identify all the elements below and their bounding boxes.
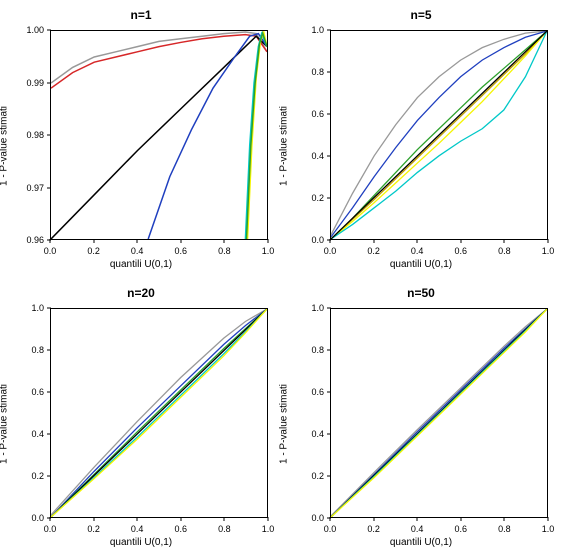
x-tick-label: 1.0 [262,524,275,534]
y-tick-label: 0.0 [290,235,324,245]
chart-lines [51,309,267,517]
series-line [51,309,267,517]
chart-lines [51,31,267,239]
x-tick-label: 0.2 [367,524,380,534]
panel-title: n=20 [8,286,274,300]
y-tick-label: 0.98 [10,130,44,140]
y-tick-label: 0.4 [290,151,324,161]
y-tick-label: 0.97 [10,183,44,193]
x-tick-label: 0.0 [324,524,337,534]
chart-lines [331,31,547,239]
x-tick-label: 0.8 [498,524,511,534]
x-tick-label: 0.2 [87,524,100,534]
x-tick-label: 0.8 [498,246,511,256]
plot-area [330,30,548,240]
y-tick-label: 0.0 [290,513,324,523]
x-tick-label: 0.6 [455,246,468,256]
panel-n50: n=50 1 - P-value stimati 0.00.20.40.60.8… [288,286,554,546]
x-tick-label: 0.0 [44,524,57,534]
y-ticks: 0.00.20.40.60.81.0 [288,30,328,240]
y-tick-label: 0.2 [10,471,44,481]
x-tick-label: 0.8 [218,246,231,256]
x-tick-label: 0.0 [44,246,57,256]
x-tick-label: 0.4 [131,524,144,534]
x-ticks: 0.00.20.40.60.81.0 [50,520,268,536]
y-tick-label: 0.2 [290,193,324,203]
y-tick-label: 0.4 [290,429,324,439]
x-tick-label: 0.6 [175,524,188,534]
plot-area [50,30,268,240]
x-tick-label: 0.2 [367,246,380,256]
y-tick-label: 1.0 [290,303,324,313]
x-tick-label: 0.4 [411,246,424,256]
chart-grid: n=1 1 - P-value stimati 0.960.970.980.99… [8,8,554,546]
x-axis-label: quantili U(0,1) [8,537,274,548]
x-axis-label: quantili U(0,1) [8,259,274,270]
panel-n20: n=20 1 - P-value stimati 0.00.20.40.60.8… [8,286,274,546]
y-tick-label: 0.6 [290,387,324,397]
x-tick-label: 0.4 [411,524,424,534]
y-tick-label: 1.00 [10,25,44,35]
plot-area [50,308,268,518]
y-tick-label: 0.8 [290,345,324,355]
y-tick-label: 0.6 [10,387,44,397]
x-tick-label: 0.6 [455,524,468,534]
y-tick-label: 0.99 [10,78,44,88]
y-tick-label: 0.4 [10,429,44,439]
x-ticks: 0.00.20.40.60.81.0 [330,520,548,536]
y-ticks: 0.00.20.40.60.81.0 [8,308,48,518]
y-tick-label: 0.8 [10,345,44,355]
panel-n1: n=1 1 - P-value stimati 0.960.970.980.99… [8,8,274,268]
x-ticks: 0.00.20.40.60.81.0 [50,242,268,258]
panel-title: n=50 [288,286,554,300]
x-tick-label: 0.2 [87,246,100,256]
x-axis-label: quantili U(0,1) [288,537,554,548]
x-ticks: 0.00.20.40.60.81.0 [330,242,548,258]
y-tick-label: 1.0 [10,303,44,313]
x-tick-label: 0.8 [218,524,231,534]
x-tick-label: 1.0 [542,246,555,256]
chart-lines [331,309,547,517]
panel-title: n=5 [288,8,554,22]
x-tick-label: 0.6 [175,246,188,256]
y-tick-label: 0.96 [10,235,44,245]
x-tick-label: 1.0 [542,524,555,534]
plot-area [330,308,548,518]
panel-n5: n=5 1 - P-value stimati 0.00.20.40.60.81… [288,8,554,268]
y-tick-label: 0.6 [290,109,324,119]
y-ticks: 0.00.20.40.60.81.0 [288,308,328,518]
y-tick-label: 1.0 [290,25,324,35]
x-tick-label: 1.0 [262,246,275,256]
x-axis-label: quantili U(0,1) [288,259,554,270]
y-tick-label: 0.0 [10,513,44,523]
y-ticks: 0.960.970.980.991.00 [8,30,48,240]
x-tick-label: 0.0 [324,246,337,256]
series-line [331,31,547,239]
y-tick-label: 0.8 [290,67,324,77]
panel-title: n=1 [8,8,274,22]
y-tick-label: 0.2 [290,471,324,481]
x-tick-label: 0.4 [131,246,144,256]
